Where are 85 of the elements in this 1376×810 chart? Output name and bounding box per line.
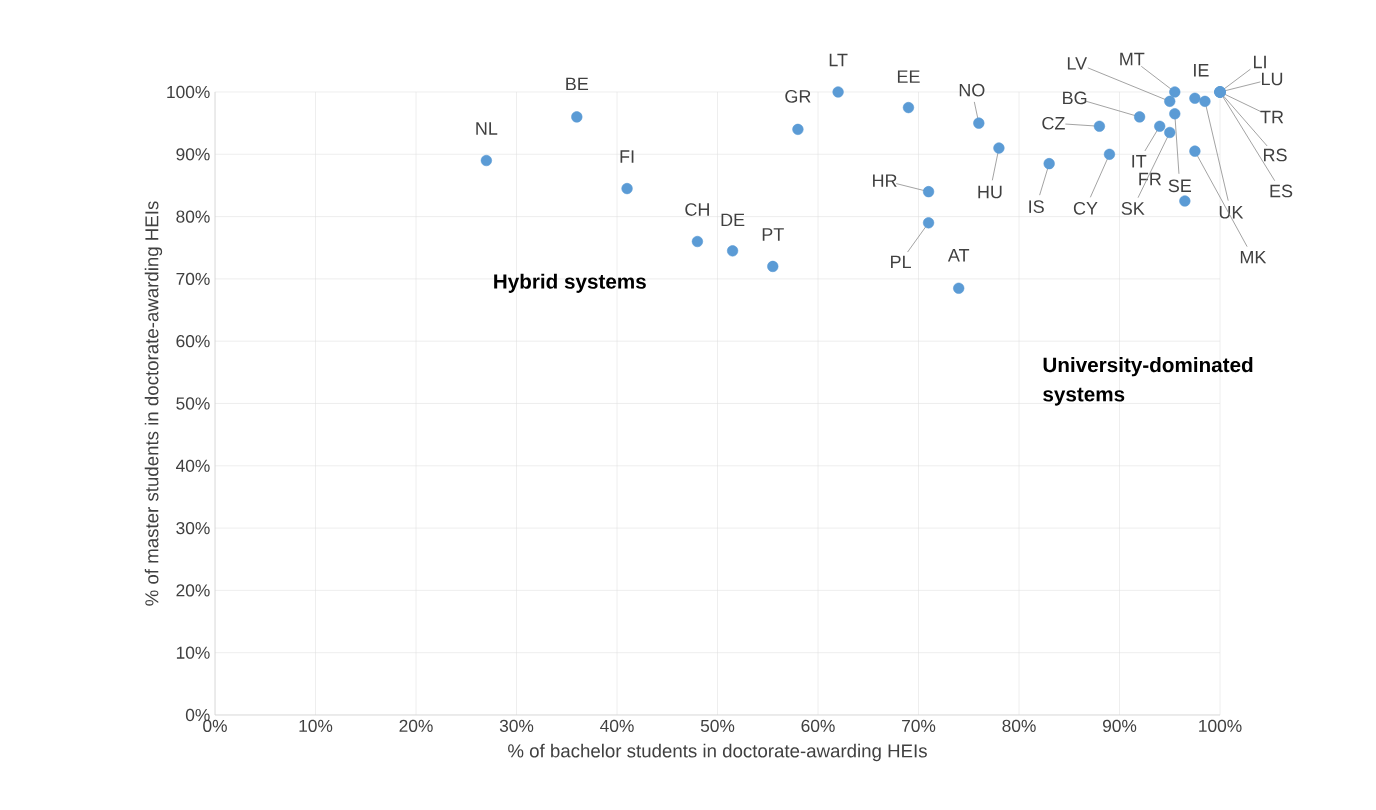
x-tick-label: 70%	[902, 719, 936, 732]
point	[993, 142, 1005, 154]
annotation: LT	[829, 53, 848, 67]
annotation: HU	[978, 185, 1002, 199]
point	[1103, 148, 1116, 160]
annotation: LI	[1254, 55, 1266, 69]
point	[832, 86, 844, 98]
x-tick-label: 80%	[1002, 719, 1036, 732]
annotation: IT	[1132, 155, 1147, 168]
point	[973, 117, 985, 129]
point	[480, 154, 492, 167]
y-tick-label: 50%	[176, 397, 210, 410]
point	[953, 282, 965, 294]
point	[1164, 95, 1176, 107]
y-tick-label: 20%	[176, 584, 210, 597]
point	[1169, 108, 1181, 120]
x-tick-label: 10%	[299, 719, 333, 732]
annotation: MK	[1240, 250, 1267, 264]
annotation: IE	[1194, 64, 1209, 77]
y-tick-label: 90%	[176, 148, 210, 161]
y-tick-label: 60%	[176, 335, 210, 348]
point	[726, 245, 739, 257]
x-tick-label: 50%	[700, 719, 735, 732]
x-tick-label: 30%	[499, 719, 534, 732]
annotation: PL	[891, 255, 911, 269]
y-tick-label: 30%	[176, 521, 210, 535]
x-tick-label: 40%	[600, 719, 634, 732]
x-axis-title: % of bachelor students in doctorate-awarding HEIs	[508, 743, 927, 762]
annotation: CZ	[1042, 116, 1065, 130]
x-tick-label: 0%	[203, 719, 227, 732]
x-tick-label: 90%	[1102, 719, 1137, 732]
annotation: CH	[685, 203, 709, 216]
point	[1043, 158, 1055, 170]
annotation: EE	[897, 70, 920, 83]
x-tick-label: 100%	[1199, 719, 1242, 732]
point	[902, 101, 915, 114]
annotation: DE	[721, 213, 745, 227]
x-tick-label: 60%	[801, 719, 835, 732]
annotation: GR	[785, 90, 811, 103]
annotation: HR	[873, 174, 897, 187]
annotation: FR	[1139, 172, 1162, 186]
point	[1164, 126, 1176, 139]
x-tick-label: 20%	[399, 719, 433, 732]
point	[1154, 120, 1166, 132]
y-tick-label: 10%	[176, 646, 210, 659]
point	[571, 111, 583, 123]
annotation: AT	[947, 249, 970, 262]
annotation: BG	[1063, 91, 1087, 105]
annotation: CY	[1073, 201, 1098, 215]
point	[922, 217, 935, 229]
point	[792, 123, 804, 135]
point	[621, 182, 633, 195]
y-tick-label: 40%	[176, 459, 210, 472]
y-tick-label: 0%	[185, 708, 210, 722]
point	[1169, 86, 1181, 98]
annotation: Hybrid systems	[494, 273, 646, 293]
point	[1189, 145, 1201, 157]
annotation: UK	[1219, 206, 1244, 219]
annotation: PT	[762, 228, 784, 241]
point	[1199, 95, 1211, 107]
annotation: NL	[476, 122, 498, 135]
point	[767, 260, 779, 273]
annotation: University-dominated systems	[1043, 357, 1253, 406]
annotation: SE	[1168, 179, 1192, 193]
annotation: SK	[1121, 202, 1145, 215]
annotation: IS	[1029, 200, 1044, 213]
annotation: MT	[1120, 52, 1145, 66]
y-tick-label: 70%	[176, 272, 210, 286]
point	[1189, 92, 1201, 104]
annotation: NO	[959, 83, 985, 97]
point	[922, 186, 935, 198]
point	[1179, 195, 1191, 207]
y-axis-title: % of master students in doctorate-awarding HEIs	[144, 201, 163, 606]
annotation: RS	[1264, 148, 1287, 162]
y-tick-label: 100%	[167, 85, 210, 99]
annotation: LV	[1067, 57, 1088, 70]
point	[1093, 120, 1106, 132]
point	[1134, 111, 1146, 123]
annotation: BE	[566, 77, 589, 91]
annotation: LU	[1262, 72, 1283, 86]
annotation: ES	[1270, 184, 1293, 198]
point	[691, 235, 704, 248]
y-tick-label: 80%	[176, 210, 210, 223]
annotation: FI	[620, 150, 634, 163]
annotation: TR	[1260, 110, 1284, 124]
